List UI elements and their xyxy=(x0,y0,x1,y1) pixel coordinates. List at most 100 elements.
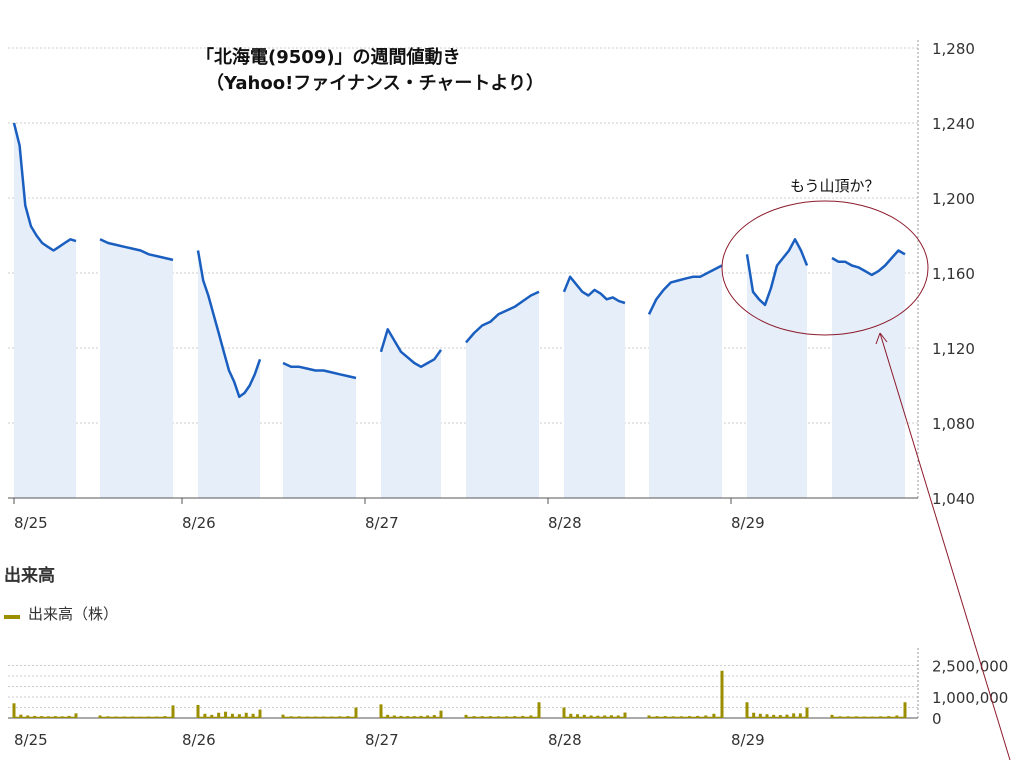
volume-bar xyxy=(230,713,234,718)
price-x-tick-label: 8/28 xyxy=(548,514,582,532)
volume-bar xyxy=(217,712,221,718)
volume-x-axis: 8/25 8/26 8/27 8/28 8/29 xyxy=(14,731,765,749)
volume-x-tick-label: 8/26 xyxy=(182,731,216,749)
volume-bar xyxy=(171,705,175,718)
annotation-arrow-head xyxy=(875,332,888,345)
volume-bar xyxy=(752,712,756,718)
price-area-8-29-am xyxy=(747,239,807,499)
volume-heading: 出来高 xyxy=(4,566,55,586)
price-line-8-25-pm xyxy=(99,238,174,262)
price-line-8-29-pm xyxy=(831,249,906,277)
price-line-8-26-pm xyxy=(282,361,357,380)
price-area-8-26-am xyxy=(198,250,260,498)
volume-bar xyxy=(582,714,586,718)
volume-bar xyxy=(765,714,769,718)
volume-bar xyxy=(251,713,255,718)
volume-legend-label: 出来高（株） xyxy=(28,605,119,623)
volume-bar xyxy=(830,714,834,718)
volume-bar-base xyxy=(747,716,807,718)
volume-bar xyxy=(537,702,541,718)
price-line-8-28-am xyxy=(562,275,626,305)
price-x-tick-label: 8/26 xyxy=(182,514,216,532)
volume-bar xyxy=(805,707,809,718)
price-y-tick-label: 1,160 xyxy=(932,265,975,283)
price-line-8-27-am xyxy=(379,328,443,369)
volume-legend-swatch xyxy=(4,614,20,619)
volume-bar-base xyxy=(100,716,173,718)
volume-bar xyxy=(720,670,724,718)
volume-bar-base xyxy=(832,716,905,718)
volume-bar xyxy=(74,713,78,718)
volume-bar xyxy=(12,703,16,718)
volume-bar-base xyxy=(198,716,260,718)
volume-bar-base xyxy=(564,716,625,718)
volume-bar xyxy=(210,714,214,718)
price-area-8-27-pm xyxy=(466,291,539,498)
volume-bar xyxy=(792,713,796,718)
volume-bar xyxy=(354,707,358,718)
volume-bar xyxy=(203,713,207,718)
volume-bar xyxy=(439,710,443,718)
price-area-8-25-pm xyxy=(100,239,173,499)
price-y-tick-label: 1,040 xyxy=(932,490,975,508)
price-area-8-28-am xyxy=(564,276,625,498)
volume-bars xyxy=(12,670,907,718)
price-y-tick-label: 1,280 xyxy=(932,40,975,58)
volume-bar xyxy=(623,712,627,718)
volume-legend: 出来高（株） xyxy=(4,603,118,624)
volume-bar xyxy=(19,714,23,718)
price-y-tick-label: 1,200 xyxy=(932,190,975,208)
price-x-axis: 8/25 8/26 8/27 8/28 8/29 xyxy=(13,498,765,532)
price-line-8-29-am xyxy=(745,238,809,307)
volume-bar xyxy=(196,704,200,718)
price-area-8-28-pm xyxy=(649,265,722,498)
volume-bar xyxy=(609,715,613,718)
volume-gridlines xyxy=(8,648,919,719)
volume-bar xyxy=(778,715,782,718)
volume-bar xyxy=(386,714,390,718)
volume-bar xyxy=(569,713,573,718)
volume-bar xyxy=(237,714,241,718)
price-lines xyxy=(12,122,906,399)
annotation-marker xyxy=(721,200,1011,761)
volume-bar xyxy=(379,704,383,718)
volume-bar xyxy=(258,709,262,718)
volume-y-tick-label: 2,500,000 xyxy=(932,658,1008,676)
volume-bar xyxy=(562,707,566,718)
volume-bar xyxy=(712,713,716,718)
volume-bar xyxy=(244,712,248,718)
volume-bar-base xyxy=(381,716,441,718)
volume-bar xyxy=(772,714,776,718)
volume-x-tick-label: 8/27 xyxy=(365,731,399,749)
price-area-8-27-am xyxy=(381,329,441,498)
volume-bar xyxy=(745,702,749,718)
volume-x-tick-label: 8/25 xyxy=(14,731,48,749)
chart-subtitle: （Yahoo!ファイナンス・チャートより） xyxy=(206,73,545,94)
volume-bar xyxy=(464,714,468,718)
price-y-tick-label: 1,120 xyxy=(932,340,975,358)
price-x-tick-label: 8/25 xyxy=(14,514,48,532)
volume-bar xyxy=(758,713,762,718)
price-y-tick-label: 1,080 xyxy=(932,415,975,433)
volume-bar xyxy=(281,714,285,718)
price-area-8-29-pm xyxy=(832,250,905,498)
volume-bar xyxy=(576,714,580,718)
volume-bar-base xyxy=(283,716,356,718)
volume-x-tick-label: 8/28 xyxy=(548,731,582,749)
price-line-8-26-am xyxy=(196,250,262,399)
annotation-ellipse xyxy=(721,200,929,336)
price-area-8-26-pm xyxy=(283,363,356,498)
volume-bar-base xyxy=(466,716,539,718)
volume-bar-base xyxy=(649,716,722,718)
volume-bar xyxy=(903,702,907,718)
annotation-text: もう山頂か？ xyxy=(790,177,880,195)
price-x-tick-label: 8/27 xyxy=(365,514,399,532)
volume-y-tick-label: 1,000,000 xyxy=(932,689,1008,707)
volume-bar-base xyxy=(14,716,76,718)
chart-title: 「北海電(9509)」の週間値動き xyxy=(196,47,461,68)
price-area-8-25-am xyxy=(14,123,76,498)
volume-bar xyxy=(785,714,789,718)
volume-bar xyxy=(224,711,228,718)
